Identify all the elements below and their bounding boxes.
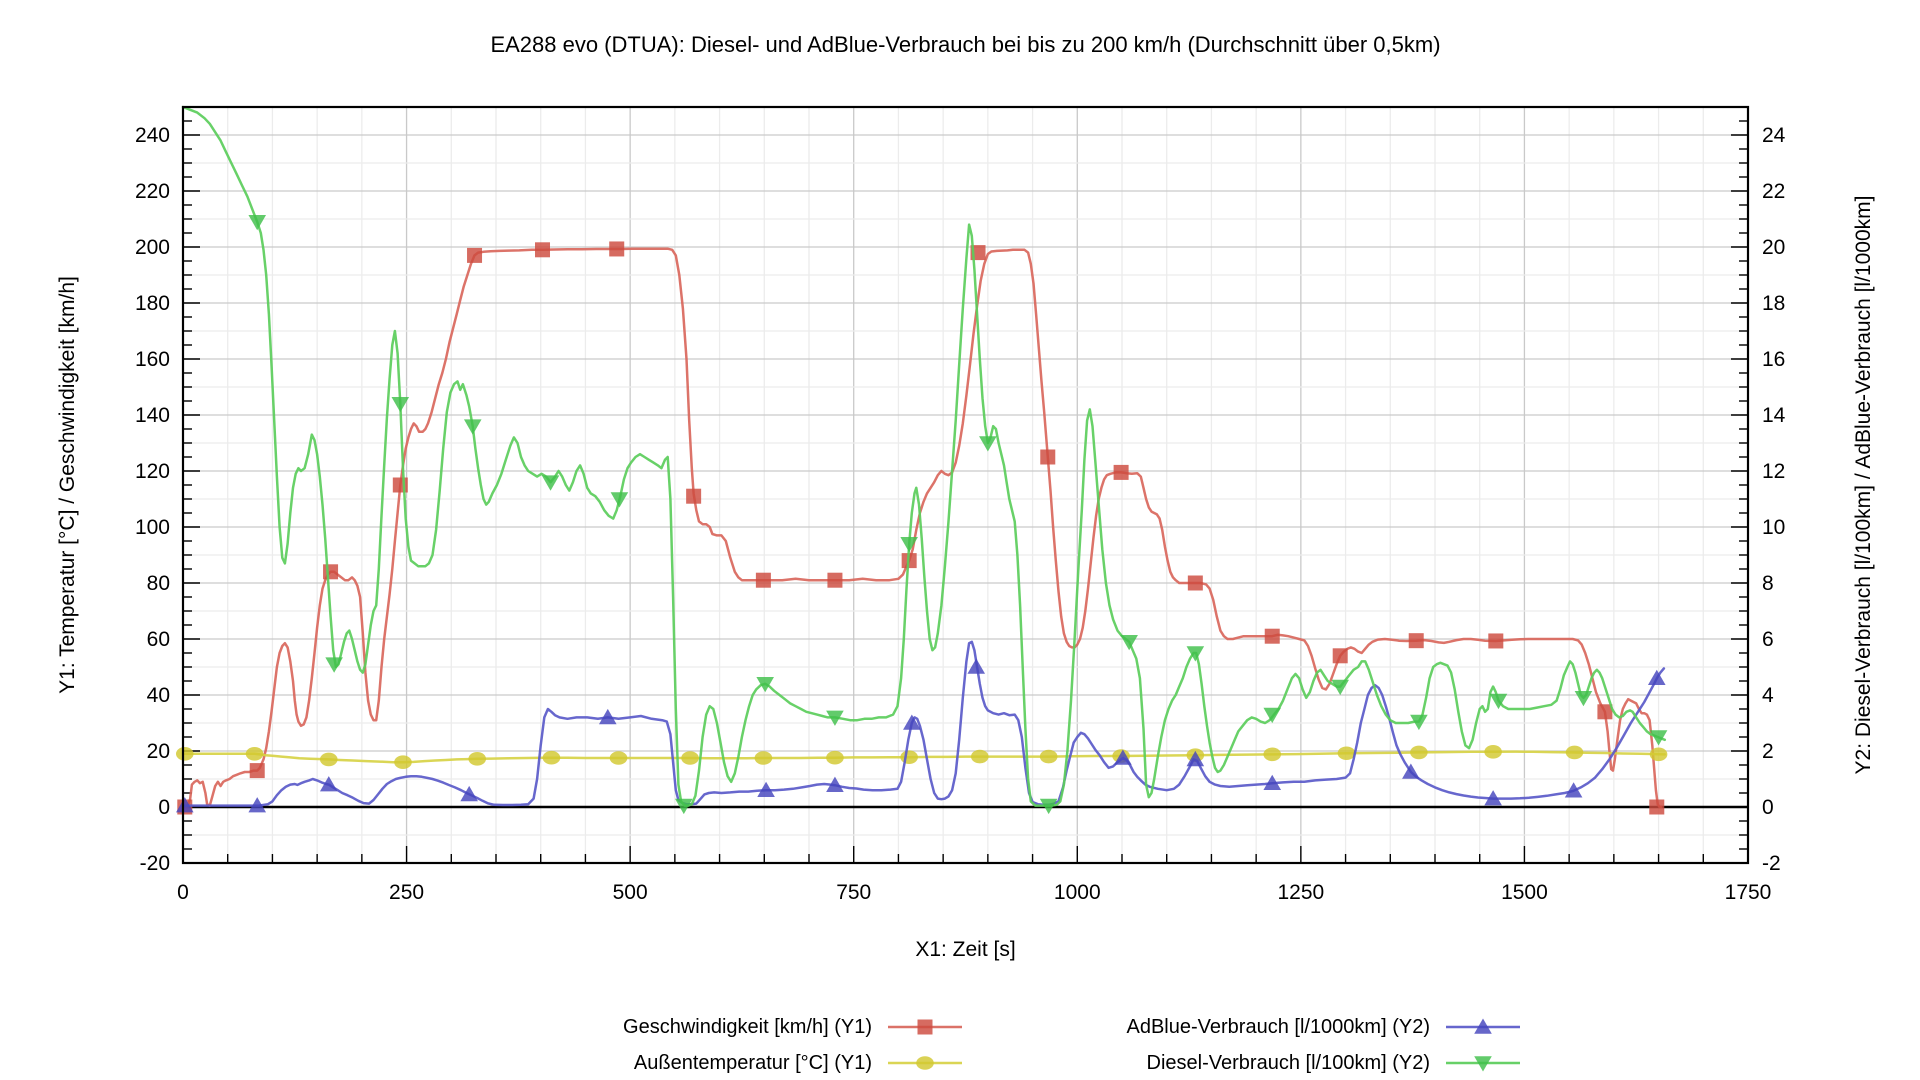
svg-text:2: 2: [1762, 740, 1774, 763]
svg-text:180: 180: [135, 292, 170, 315]
svg-text:20: 20: [1762, 236, 1785, 259]
svg-text:6: 6: [1762, 628, 1774, 651]
svg-text:500: 500: [613, 881, 648, 904]
svg-text:14: 14: [1762, 404, 1786, 427]
svg-text:60: 60: [147, 628, 170, 651]
svg-text:220: 220: [135, 180, 170, 203]
svg-text:10: 10: [1762, 516, 1785, 539]
svg-text:1500: 1500: [1501, 881, 1548, 904]
series-geschwindigkeit: [181, 247, 1663, 809]
svg-text:120: 120: [135, 460, 170, 483]
svg-text:22: 22: [1762, 180, 1785, 203]
svg-text:1000: 1000: [1054, 881, 1101, 904]
svg-text:140: 140: [135, 404, 170, 427]
markers-aussentemperatur: [175, 745, 1668, 769]
plot-border: [181, 105, 1750, 865]
x-axis-title: X1: Zeit [s]: [915, 938, 1016, 961]
svg-text:4: 4: [1762, 684, 1774, 707]
markers-geschwindigkeit: [177, 241, 1665, 815]
svg-text:16: 16: [1762, 348, 1785, 371]
svg-text:100: 100: [135, 516, 170, 539]
markers-diesel: [248, 215, 1668, 815]
chart-title: EA288 evo (DTUA): Diesel- und AdBlue-Ver…: [490, 32, 1441, 57]
svg-text:250: 250: [389, 881, 424, 904]
svg-text:0: 0: [158, 796, 170, 819]
svg-text:1250: 1250: [1277, 881, 1324, 904]
grid: [183, 107, 1748, 863]
svg-text:-2: -2: [1762, 852, 1781, 875]
svg-text:750: 750: [836, 881, 871, 904]
x-tick-labels: 0 250 500 750 1000 1250 1500 1750: [177, 881, 1771, 904]
svg-text:160: 160: [135, 348, 170, 371]
series-adblue: [181, 640, 1666, 807]
y2-axis-title: Y2: Diesel-Verbrauch [l/100km] / AdBlue-…: [1852, 195, 1875, 775]
svg-text:1750: 1750: [1725, 881, 1772, 904]
svg-text:20: 20: [147, 740, 170, 763]
svg-text:12: 12: [1762, 460, 1785, 483]
svg-text:80: 80: [147, 572, 170, 595]
svg-text:0: 0: [1762, 796, 1774, 819]
svg-text:8: 8: [1762, 572, 1774, 595]
svg-text:24: 24: [1762, 124, 1786, 147]
y1-tick-labels: -20 0 20 40 60 80 100 120 140 160 180 200 220 240: [135, 124, 170, 875]
svg-text:40: 40: [147, 684, 170, 707]
svg-text:-20: -20: [140, 852, 170, 875]
svg-text:0: 0: [177, 881, 189, 904]
axis-ticks: [183, 120, 1748, 863]
markers-adblue: [175, 658, 1666, 813]
svg-text:240: 240: [135, 124, 170, 147]
svg-text:18: 18: [1762, 292, 1785, 315]
svg-text:200: 200: [135, 236, 170, 259]
y1-axis-title: Y1: Temperatur [°C] / Geschwindigkeit [k…: [56, 276, 79, 694]
